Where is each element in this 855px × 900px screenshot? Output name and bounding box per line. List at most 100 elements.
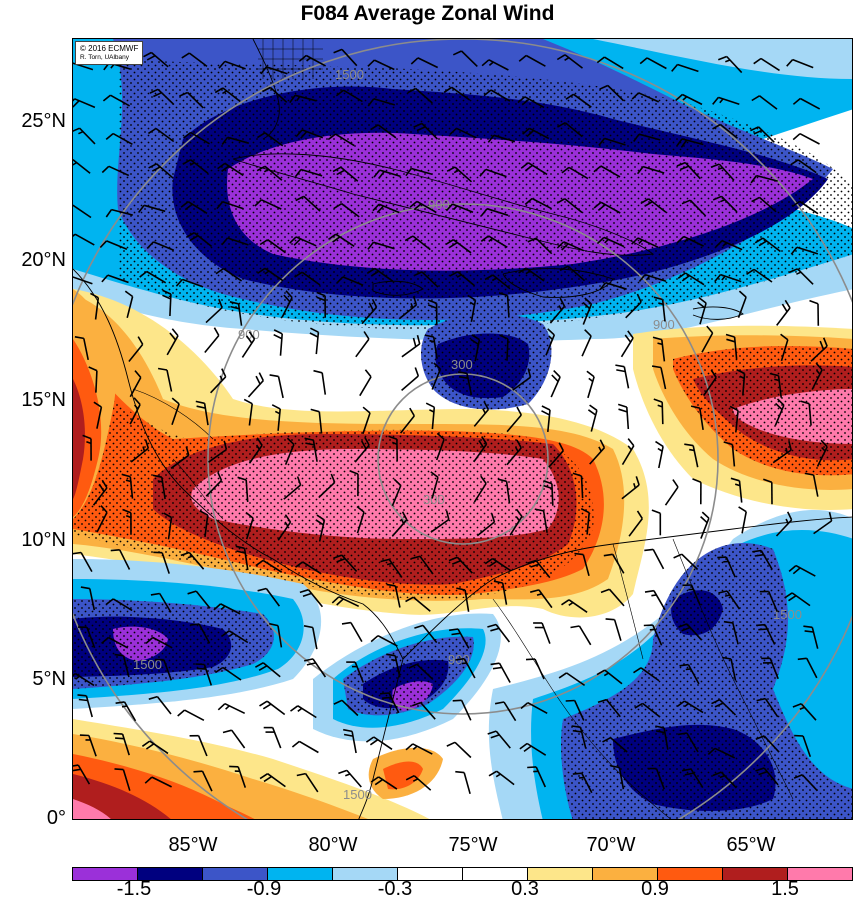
wind-barb xyxy=(304,658,327,678)
barb-feather xyxy=(264,270,270,275)
barb-feather xyxy=(449,241,458,248)
barb-shaft xyxy=(279,333,283,356)
barb-shaft xyxy=(188,551,205,570)
wind-barb xyxy=(283,476,302,500)
barb-shaft xyxy=(205,307,223,324)
barb-feather xyxy=(645,275,651,281)
barb-shaft xyxy=(725,556,736,578)
barb-shaft xyxy=(486,207,509,217)
barb-shaft xyxy=(417,57,439,69)
barb-shaft xyxy=(733,336,738,359)
barb-shaft xyxy=(526,742,547,756)
barb-feather xyxy=(599,439,606,449)
barb-shaft xyxy=(143,204,166,213)
barb-feather xyxy=(584,329,592,337)
wind-barb xyxy=(410,57,439,69)
barb-shaft xyxy=(660,367,667,390)
barb-feather xyxy=(804,472,814,476)
barb-feather xyxy=(335,276,344,285)
wind-barb xyxy=(653,296,666,322)
barb-feather xyxy=(556,54,566,61)
wind-barb xyxy=(593,165,621,178)
barb-feather xyxy=(754,237,764,244)
barb-shaft xyxy=(351,731,357,754)
barb-feather xyxy=(341,621,352,625)
barb-shaft xyxy=(799,97,821,110)
barb-shaft xyxy=(684,272,705,286)
colorbar-swatch xyxy=(788,868,852,880)
barb-feather xyxy=(589,404,598,411)
barb-shaft xyxy=(123,701,137,722)
barb-shaft xyxy=(637,237,659,248)
barb-shaft xyxy=(799,132,820,145)
barb-feather xyxy=(627,445,632,451)
barb-feather xyxy=(404,235,414,242)
wind-barb xyxy=(715,239,743,251)
wind-barb xyxy=(589,439,606,465)
barb-feather xyxy=(100,505,108,513)
wind-barb xyxy=(548,442,565,468)
barb-shaft xyxy=(758,196,777,213)
barb-feather xyxy=(775,402,783,411)
ring-label-300: 300 xyxy=(451,357,473,372)
wind-barb xyxy=(639,57,667,70)
barb-shaft xyxy=(208,448,227,463)
wind-barb xyxy=(813,512,833,535)
barb-feather xyxy=(254,199,262,207)
wind-barb xyxy=(602,736,628,753)
wind-barb xyxy=(570,625,592,646)
barb-shaft xyxy=(350,622,363,643)
barb-feather xyxy=(196,667,206,670)
barb-feather xyxy=(298,54,307,62)
barb-feather xyxy=(565,699,575,702)
wind-barb xyxy=(401,367,420,392)
barb-feather xyxy=(558,442,565,452)
barb-shaft xyxy=(359,376,372,397)
wind-barb xyxy=(346,661,365,683)
barb-feather xyxy=(678,623,688,628)
barb-feather xyxy=(719,98,724,104)
map-panel: 300 300 900 900 900 900 1500 1500 1500 1… xyxy=(72,38,853,820)
barb-feather xyxy=(105,598,114,606)
barb-shaft xyxy=(460,699,472,721)
barb-shaft xyxy=(277,408,281,431)
barb-shaft xyxy=(301,271,321,286)
barb-feather xyxy=(785,518,789,524)
barb-feather xyxy=(792,133,801,141)
barb-feather xyxy=(293,238,302,246)
colorbar xyxy=(72,867,853,881)
barb-shaft xyxy=(391,519,408,537)
barb-shaft xyxy=(248,444,263,464)
wind-barb xyxy=(527,766,547,788)
wind-barb xyxy=(596,56,624,70)
wind-barb xyxy=(620,330,634,358)
barb-feather xyxy=(134,404,139,410)
wind-barb xyxy=(190,623,211,644)
barb-feather xyxy=(213,327,220,336)
band-red-south-small xyxy=(383,761,423,790)
wind-barb xyxy=(294,168,323,178)
barb-feather xyxy=(520,702,529,710)
lat-label: 15°N xyxy=(21,389,66,411)
barb-shaft xyxy=(810,345,828,362)
barb-feather xyxy=(152,474,162,478)
barb-feather xyxy=(738,506,747,513)
barb-feather xyxy=(763,478,773,484)
wind-barb xyxy=(736,368,746,396)
barb-feather xyxy=(456,587,466,591)
colorbar-swatch xyxy=(658,868,723,880)
barb-shaft xyxy=(118,549,131,570)
barb-shaft xyxy=(297,705,317,719)
barb-feather xyxy=(685,668,691,671)
wind-barb xyxy=(386,583,401,608)
wind-barb xyxy=(556,198,583,214)
wind-barb xyxy=(333,699,359,717)
barb-feather xyxy=(316,296,326,302)
barb-shaft xyxy=(764,624,776,645)
barb-feather xyxy=(149,88,159,94)
barb-feather xyxy=(644,589,655,593)
wind-barb xyxy=(181,52,208,68)
stipple-se xyxy=(561,543,852,819)
barb-feather xyxy=(726,338,736,343)
wind-barb xyxy=(195,400,209,426)
